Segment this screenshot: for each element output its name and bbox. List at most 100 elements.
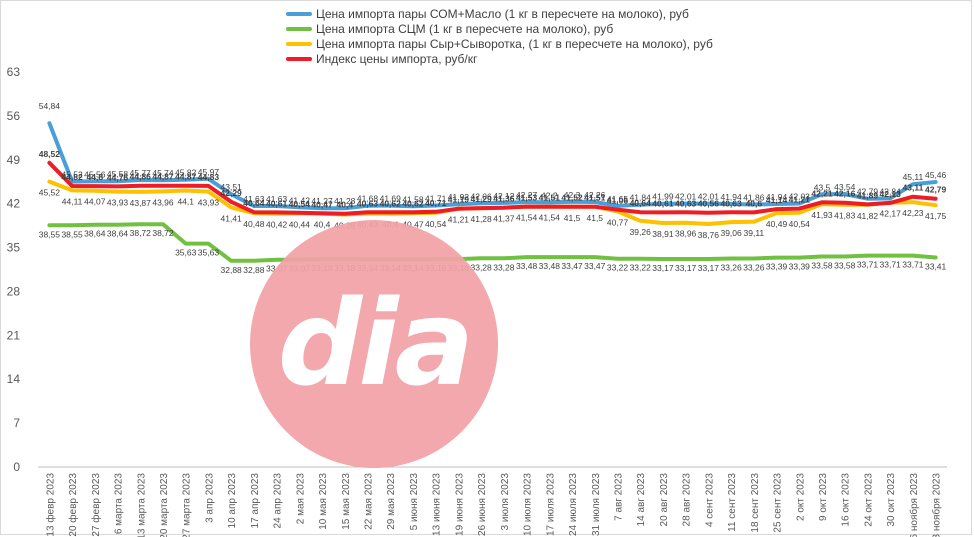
x-tick-label: 11 сент 2023 bbox=[727, 473, 738, 532]
x-tick-label: 24 окт 2023 bbox=[863, 473, 874, 527]
data-label-import-index: 44,83 bbox=[198, 172, 220, 182]
data-label-import-index: 40,61 bbox=[652, 198, 674, 208]
data-label-com-butter: 41,94 bbox=[720, 192, 742, 202]
data-label-com-butter: 54,84 bbox=[39, 101, 61, 111]
data-label-import-index: 41,14 bbox=[766, 195, 788, 205]
data-label-com-butter: 42,01 bbox=[698, 192, 720, 202]
data-label-cheese-whey: 41,54 bbox=[539, 213, 561, 223]
data-label-scm: 33,26 bbox=[743, 262, 765, 272]
data-label-import-index: 43,11 bbox=[903, 183, 924, 193]
x-tick-label: 20 марта 2023 bbox=[159, 473, 170, 537]
data-label-scm: 33,47 bbox=[584, 261, 606, 271]
legend-label-scm: Цена импорта СЦМ (1 кг в пересчете на мо… bbox=[316, 21, 614, 36]
x-tick-label: 2 мая 2023 bbox=[295, 473, 306, 525]
y-tick-label: 7 bbox=[13, 416, 20, 430]
data-label-scm: 38,72 bbox=[130, 228, 152, 238]
y-tick-label: 35 bbox=[7, 241, 21, 255]
legend-label-com-butter: Цена импорта пары СОМ+Масло (1 кг в пере… bbox=[316, 6, 689, 21]
legend-swatch-com-butter bbox=[286, 11, 312, 16]
data-label-com-butter: 45,77 bbox=[130, 168, 152, 178]
data-label-import-index: 40,6 bbox=[746, 198, 763, 208]
data-label-import-index: 41,19 bbox=[448, 195, 470, 205]
data-label-import-index: 41,06 bbox=[607, 196, 629, 206]
x-tick-label: 27 февр 2023 bbox=[90, 473, 102, 537]
x-tick-label: 26 июня 2023 bbox=[477, 473, 488, 536]
x-tick-label: 29 мая 2023 bbox=[386, 473, 397, 530]
data-label-com-butter: 41,86 bbox=[743, 193, 765, 203]
data-label-import-index: 41,51 bbox=[584, 193, 606, 203]
x-tick-label: 13 июня 2023 bbox=[432, 473, 443, 536]
data-label-scm: 33,39 bbox=[766, 262, 788, 272]
data-label-com-butter: 42,79 bbox=[857, 187, 879, 197]
x-tick-label: 17 апр 2023 bbox=[250, 473, 261, 529]
data-label-cheese-whey: 40,4 bbox=[314, 220, 331, 230]
data-label-com-butter: 45,97 bbox=[198, 167, 220, 177]
x-tick-label: 28 авг 2023 bbox=[682, 473, 693, 527]
data-label-import-index: 44,8 bbox=[87, 172, 104, 182]
y-tick-label: 49 bbox=[7, 153, 21, 167]
x-tick-label: 31 июля 2023 bbox=[591, 473, 602, 536]
data-label-cheese-whey: 41,28 bbox=[470, 214, 492, 224]
data-label-scm: 33,48 bbox=[539, 261, 561, 271]
data-label-scm: 38,55 bbox=[39, 229, 61, 239]
x-tick-label: 20 февр 2023 bbox=[67, 473, 79, 537]
x-tick-label: 7 авг 2023 bbox=[613, 473, 624, 521]
chart-legend: Цена импорта пары СОМ+Масло (1 кг в пере… bbox=[286, 6, 713, 66]
watermark-text: dia bbox=[277, 274, 475, 412]
data-label-scm: 33,39 bbox=[789, 262, 811, 272]
data-label-cheese-whey: 43,87 bbox=[130, 198, 152, 208]
data-label-import-index: 40,62 bbox=[402, 198, 424, 208]
data-label-scm: 38,72 bbox=[152, 228, 174, 238]
data-label-import-index: 42,29 bbox=[221, 188, 243, 198]
data-label-com-butter: 41,63 bbox=[243, 194, 265, 204]
data-label-com-butter: 41,71 bbox=[425, 193, 447, 203]
x-tick-label: 19 июня 2023 bbox=[454, 473, 465, 536]
data-label-scm: 33,28 bbox=[470, 262, 492, 272]
data-label-import-index: 42,79 bbox=[925, 185, 947, 195]
data-label-scm: 32,88 bbox=[243, 265, 265, 275]
data-label-scm: 33,71 bbox=[857, 260, 879, 270]
data-label-cheese-whey: 41,5 bbox=[586, 213, 603, 223]
data-label-com-butter: 42,03 bbox=[789, 191, 811, 201]
data-label-import-index: 40,61 bbox=[266, 198, 288, 208]
data-label-cheese-whey: 41,41 bbox=[221, 213, 243, 223]
data-label-scm: 38,55 bbox=[61, 229, 83, 239]
data-label-import-index: 40,56 bbox=[698, 199, 720, 209]
data-label-com-butter: 41,92 bbox=[448, 192, 470, 202]
data-label-scm: 38,64 bbox=[107, 229, 129, 239]
data-label-com-butter: 41,58 bbox=[402, 194, 424, 204]
data-label-cheese-whey: 41,82 bbox=[857, 211, 879, 221]
data-label-com-butter: 42,3 bbox=[564, 190, 581, 200]
data-label-import-index: 40,4 bbox=[337, 200, 354, 210]
data-label-import-index: 40,64 bbox=[243, 198, 265, 208]
data-label-import-index: 48,52 bbox=[39, 149, 61, 159]
y-tick-label: 21 bbox=[7, 328, 21, 342]
x-tick-label: 14 авг 2023 bbox=[636, 473, 647, 527]
data-label-com-butter: 43,5 bbox=[814, 182, 831, 192]
data-label-com-butter: 42,06 bbox=[470, 191, 492, 201]
data-label-com-butter: 45,46 bbox=[925, 170, 947, 180]
data-label-com-butter: 45,52 bbox=[61, 170, 83, 180]
x-tick-label: 20 авг 2023 bbox=[659, 473, 670, 527]
data-label-com-butter: 45,58 bbox=[107, 169, 129, 179]
data-label-com-butter: 42,27 bbox=[516, 190, 538, 200]
x-tick-label: 4 сент 2023 bbox=[704, 473, 715, 527]
data-label-import-index: 40,54 bbox=[289, 199, 311, 209]
x-tick-label: 3 июля 2023 bbox=[500, 473, 511, 531]
y-tick-label: 42 bbox=[7, 197, 21, 211]
legend-entry-cheese-whey: Цена импорта пары Сыр+Сыворотка, (1 кг в… bbox=[286, 36, 713, 51]
x-tick-label: 10 апр 2023 bbox=[227, 473, 238, 529]
x-tick-label: 10 июля 2023 bbox=[523, 473, 534, 536]
data-label-import-index: 41,51 bbox=[539, 193, 561, 203]
data-label-scm: 32,88 bbox=[221, 265, 243, 275]
x-tick-label: 15 мая 2023 bbox=[341, 473, 352, 530]
data-label-com-butter: 43,54 bbox=[834, 182, 856, 192]
series-line-com-butter bbox=[47, 121, 938, 211]
legend-label-cheese-whey: Цена импорта пары Сыр+Сыворотка, (1 кг в… bbox=[316, 36, 713, 51]
data-label-cheese-whey: 40,48 bbox=[243, 219, 265, 229]
data-label-scm: 38,64 bbox=[84, 229, 106, 239]
data-label-import-index: 41,53 bbox=[516, 193, 538, 203]
data-label-cheese-whey: 40,49 bbox=[766, 219, 788, 229]
data-label-com-butter: 41,99 bbox=[652, 192, 674, 202]
